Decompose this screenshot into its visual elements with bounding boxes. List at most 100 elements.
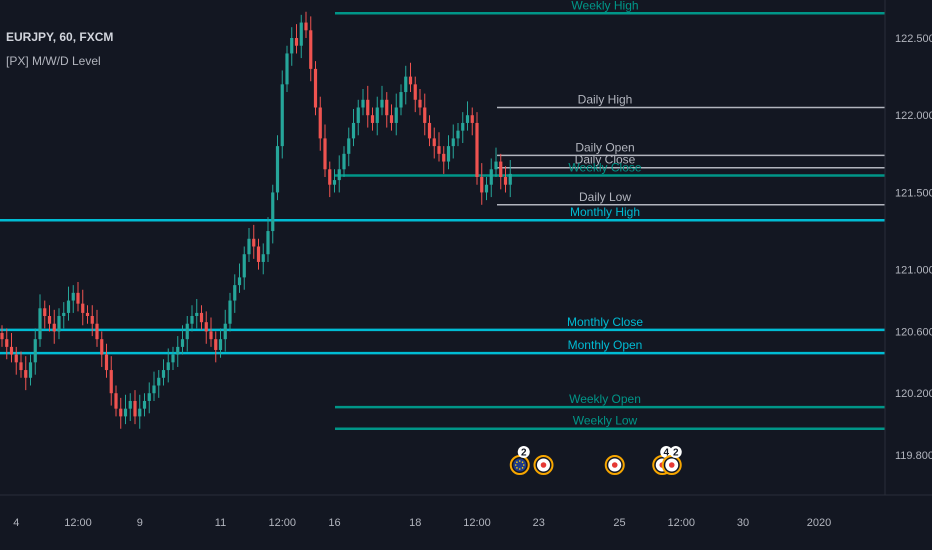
- eu-flag-event-icon[interactable]: 2: [509, 446, 530, 475]
- candle: [475, 112, 479, 185]
- candle-body: [484, 184, 489, 193]
- jp-flag-event-icon[interactable]: [533, 455, 554, 475]
- candle-body: [313, 68, 318, 108]
- candle-body: [427, 122, 432, 139]
- candle-body: [503, 177, 508, 185]
- candle: [446, 135, 451, 170]
- jp-flag-event-icon[interactable]: 2: [661, 446, 682, 475]
- candle-body: [57, 316, 61, 332]
- price-tick-label: 120.600: [895, 326, 932, 338]
- time-axis[interactable]: 4 12:00 9 11 12:00 16 18 12:00 23 25 12:00 30 2020: [0, 494, 932, 529]
- candle: [233, 274, 237, 313]
- time-tick-label: 12:00: [463, 517, 491, 529]
- candle-body: [242, 254, 246, 278]
- candle: [337, 155, 341, 193]
- level-label: Monthly Open: [568, 338, 643, 352]
- candle: [323, 124, 327, 177]
- candle-body: [228, 300, 232, 324]
- candle-body: [252, 238, 256, 247]
- candle-body: [446, 146, 451, 162]
- candle: [280, 70, 284, 159]
- candle: [204, 311, 208, 344]
- jp-flag-dot: [611, 462, 618, 468]
- candle-body: [361, 99, 365, 108]
- candle: [285, 45, 289, 93]
- candle-body: [81, 303, 85, 313]
- candle: [399, 84, 403, 116]
- candle: [408, 62, 413, 93]
- candle-body: [323, 138, 327, 170]
- indicator-title[interactable]: [PX] M/W/D Level: [6, 54, 101, 68]
- level-weekly-high[interactable]: Weekly High: [335, 0, 885, 15]
- candle: [503, 166, 508, 193]
- time-tick-label: 18: [409, 517, 421, 529]
- level-weekly-low[interactable]: Weekly Low: [335, 414, 885, 430]
- candle: [104, 343, 109, 378]
- candle-body: [290, 38, 294, 54]
- candles-layer: [0, 11, 512, 429]
- symbol-title[interactable]: EURJPY, 60, FXCM: [6, 30, 114, 44]
- candle: [76, 282, 80, 312]
- candle-body: [408, 76, 413, 85]
- level-monthly-close[interactable]: Monthly Close: [0, 315, 885, 332]
- candle: [261, 243, 265, 275]
- candle-body: [123, 408, 128, 417]
- candle-body: [318, 107, 322, 139]
- candle-body: [71, 292, 75, 301]
- candle-body: [275, 146, 280, 193]
- candle: [247, 227, 251, 262]
- price-tick-label: 119.800: [895, 450, 932, 462]
- candle-body: [138, 408, 142, 417]
- level-label: Weekly Low: [573, 414, 638, 428]
- candle: [228, 292, 232, 332]
- level-monthly-open[interactable]: Monthly Open: [0, 338, 885, 355]
- candle: [166, 348, 170, 383]
- candle-body: [133, 400, 137, 417]
- candle: [328, 161, 332, 198]
- candle: [508, 160, 512, 198]
- price-axis[interactable]: 122.500 122.000 121.500 121.000 120.600 120.2…: [884, 0, 932, 495]
- candle: [442, 146, 446, 174]
- level-monthly-high[interactable]: Monthly High: [0, 205, 885, 222]
- candle: [28, 354, 33, 386]
- candle: [195, 299, 199, 329]
- candle-body: [285, 53, 289, 85]
- level-daily-high[interactable]: Daily High: [497, 93, 885, 109]
- price-tick-label: 122.500: [895, 33, 932, 45]
- candle: [90, 305, 94, 337]
- candle: [237, 263, 242, 293]
- candle-body: [451, 138, 455, 147]
- level-weekly-close[interactable]: Weekly Close: [335, 160, 885, 177]
- candle: [223, 309, 227, 352]
- jp-flag-event-icon[interactable]: [604, 455, 625, 475]
- candle-body: [214, 339, 218, 350]
- candle: [375, 96, 379, 136]
- candle-body: [437, 146, 441, 154]
- price-tick-label: 121.500: [895, 187, 932, 199]
- time-tick-label: 30: [737, 517, 749, 529]
- candle: [52, 309, 56, 344]
- level-weekly-open[interactable]: Weekly Open: [335, 392, 885, 409]
- candle-body: [394, 107, 398, 123]
- candle-body: [47, 316, 52, 324]
- time-tick-label: 16: [328, 517, 340, 529]
- candle-body: [0, 332, 4, 340]
- candle: [119, 397, 123, 429]
- level-daily-open[interactable]: Daily Open: [497, 140, 885, 157]
- candle: [81, 289, 85, 326]
- level-daily-close[interactable]: Daily Close: [497, 153, 885, 169]
- candle-body: [66, 300, 71, 313]
- candle: [318, 96, 322, 151]
- candle: [489, 158, 493, 198]
- candle: [299, 14, 303, 59]
- candle: [9, 332, 14, 363]
- eu-star: [514, 464, 517, 466]
- candle-body: [304, 22, 308, 31]
- candle: [43, 300, 47, 329]
- eu-star: [516, 467, 518, 469]
- level-daily-low[interactable]: Daily Low: [497, 190, 885, 206]
- candle-body: [204, 322, 208, 332]
